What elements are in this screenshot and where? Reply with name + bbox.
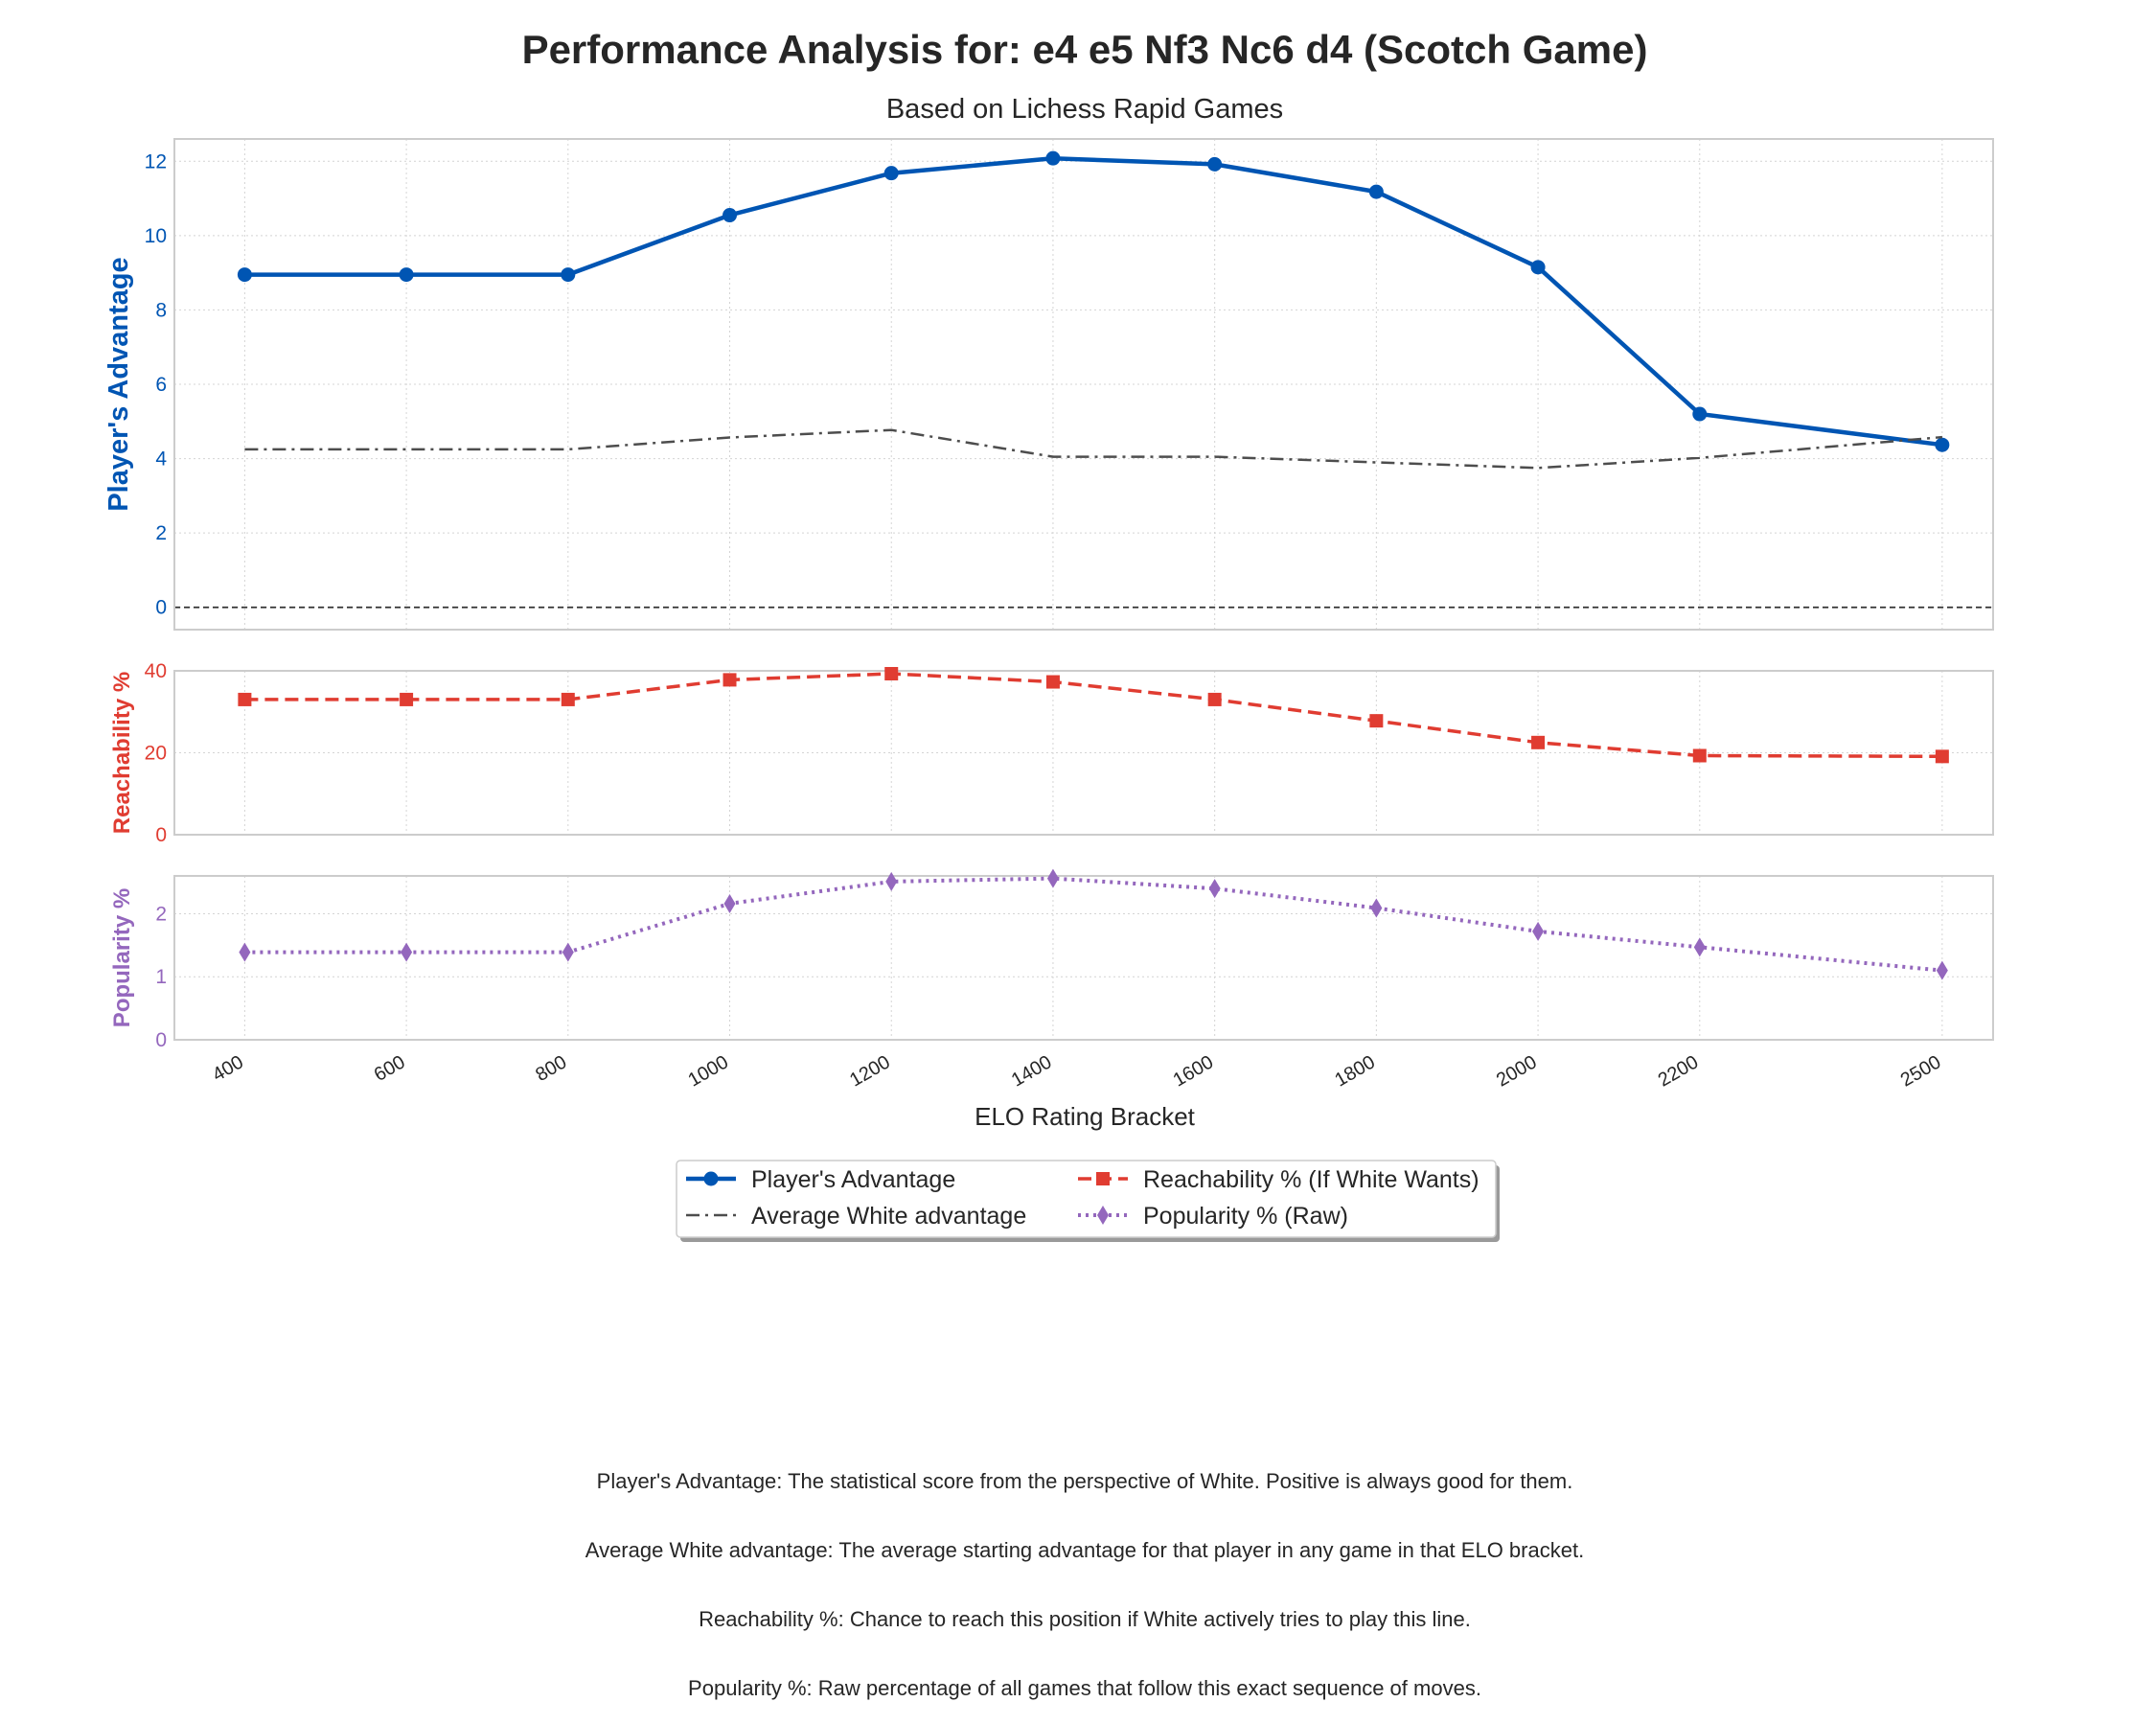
panel-frame	[173, 138, 1994, 631]
y-tick-label: 10	[145, 225, 167, 247]
legend-item: Popularity % (Raw)	[1078, 1203, 1348, 1230]
data-point	[1207, 692, 1222, 706]
x-axis: 400 600 800 1000 1200 1400 1600 1800 2000 2200 250…	[209, 1051, 1944, 1091]
x-tick-label: 400	[209, 1051, 247, 1086]
x-tick-label: 1000	[684, 1051, 732, 1091]
data-point	[1692, 406, 1708, 422]
data-point	[400, 692, 414, 706]
legend-label: Average White advantage	[751, 1203, 1026, 1230]
panel-3: 0 1 2 Popularity %	[109, 868, 1994, 1051]
legend-box	[676, 1160, 1497, 1238]
data-point	[884, 666, 899, 680]
y-axis-label: Reachability %	[109, 672, 135, 834]
data-point	[1207, 156, 1223, 172]
chart-title: Performance Analysis for: e4 e5 Nf3 Nc6 …	[522, 27, 1648, 72]
data-point	[1936, 960, 1948, 980]
x-tick-label: 2200	[1655, 1051, 1703, 1091]
series-player-s-advantage	[237, 150, 1950, 452]
x-tick-label: 1600	[1170, 1051, 1218, 1091]
data-point	[1045, 150, 1061, 166]
y-axis-label: Player's Advantage	[103, 257, 134, 511]
data-point	[399, 267, 414, 283]
series-reachability-if-white-wants-	[238, 666, 1949, 764]
y-tick-label: 1	[155, 966, 167, 988]
data-point	[1530, 260, 1546, 275]
data-point	[561, 692, 575, 706]
x-tick-label: 2000	[1493, 1051, 1541, 1091]
y-tick-label: 0	[155, 1029, 167, 1051]
data-point	[238, 692, 252, 706]
data-point	[1935, 749, 1949, 764]
footnote: Average White advantage: The average sta…	[585, 1538, 1584, 1562]
data-point	[1370, 898, 1383, 918]
x-tick-label: 1800	[1331, 1051, 1379, 1091]
footnote: Popularity %: Raw percentage of all game…	[688, 1676, 1481, 1700]
legend-item: Average White advantage	[686, 1203, 1026, 1230]
y-tick-label: 2	[155, 903, 167, 925]
data-point	[401, 942, 413, 962]
panel-frame	[173, 670, 1994, 836]
legend-label: Popularity % (Raw)	[1143, 1203, 1348, 1230]
data-point	[562, 942, 574, 962]
y-tick-label: 0	[155, 824, 167, 846]
y-tick-label: 40	[145, 660, 167, 682]
x-tick-label: 600	[371, 1051, 409, 1086]
chart-subtitle: Based on Lichess Rapid Games	[886, 94, 1283, 125]
panel-1: 0 2 4 6 8 10 12 Player's Advantage	[103, 138, 1994, 631]
legend: Player's Advantage Average White advantag…	[676, 1160, 1500, 1242]
data-point	[1935, 437, 1950, 452]
data-point	[723, 893, 736, 913]
data-point	[1046, 868, 1059, 888]
legend-item: Reachability % (If White Wants)	[1078, 1166, 1479, 1193]
data-point	[1531, 735, 1546, 749]
y-tick-label: 0	[155, 597, 167, 619]
legend-label: Player's Advantage	[751, 1166, 955, 1193]
y-tick-label: 4	[155, 448, 167, 471]
x-tick-label: 2500	[1897, 1051, 1945, 1091]
data-point	[239, 942, 251, 962]
data-point	[1368, 184, 1384, 199]
data-point	[1692, 748, 1707, 763]
data-point	[1208, 879, 1221, 899]
panel-2: 0 20 40 Reachability %	[109, 660, 1994, 846]
data-point	[722, 673, 737, 687]
legend-marker	[1097, 1206, 1109, 1225]
series-line	[244, 155, 1943, 448]
legend-marker	[703, 1171, 719, 1186]
y-tick-label: 2	[155, 522, 167, 544]
x-tick-label: 1200	[846, 1051, 894, 1091]
x-tick-label: 1400	[1008, 1051, 1056, 1091]
y-tick-label: 8	[155, 299, 167, 321]
footnote: Reachability %: Chance to reach this pos…	[699, 1607, 1471, 1631]
data-point	[237, 267, 252, 283]
panel-frame	[173, 875, 1994, 1041]
data-point	[885, 871, 898, 891]
series-line	[244, 672, 1942, 759]
footnotes: Player's Advantage: The statistical scor…	[585, 1469, 1584, 1700]
y-axis-label: Popularity %	[109, 888, 135, 1027]
series-average-white-advantage	[244, 428, 1943, 470]
series-line	[244, 428, 1943, 470]
x-tick-label: 800	[532, 1051, 570, 1086]
legend-marker	[1096, 1172, 1110, 1185]
data-point	[722, 208, 738, 223]
data-point	[1045, 675, 1060, 689]
series-line	[244, 876, 1943, 973]
y-tick-label: 12	[145, 150, 167, 172]
y-tick-label: 6	[155, 374, 167, 396]
data-point	[1693, 937, 1706, 957]
footnote: Player's Advantage: The statistical scor…	[597, 1469, 1573, 1493]
legend-label: Reachability % (If White Wants)	[1143, 1166, 1479, 1193]
data-point	[883, 166, 899, 181]
x-axis-label: ELO Rating Bracket	[975, 1102, 1196, 1131]
y-tick-label: 20	[145, 743, 167, 765]
data-point	[1369, 714, 1384, 728]
legend-item: Player's Advantage	[686, 1166, 955, 1193]
series-popularity-raw-	[239, 868, 1948, 980]
data-point	[561, 267, 576, 283]
data-point	[1532, 921, 1545, 941]
